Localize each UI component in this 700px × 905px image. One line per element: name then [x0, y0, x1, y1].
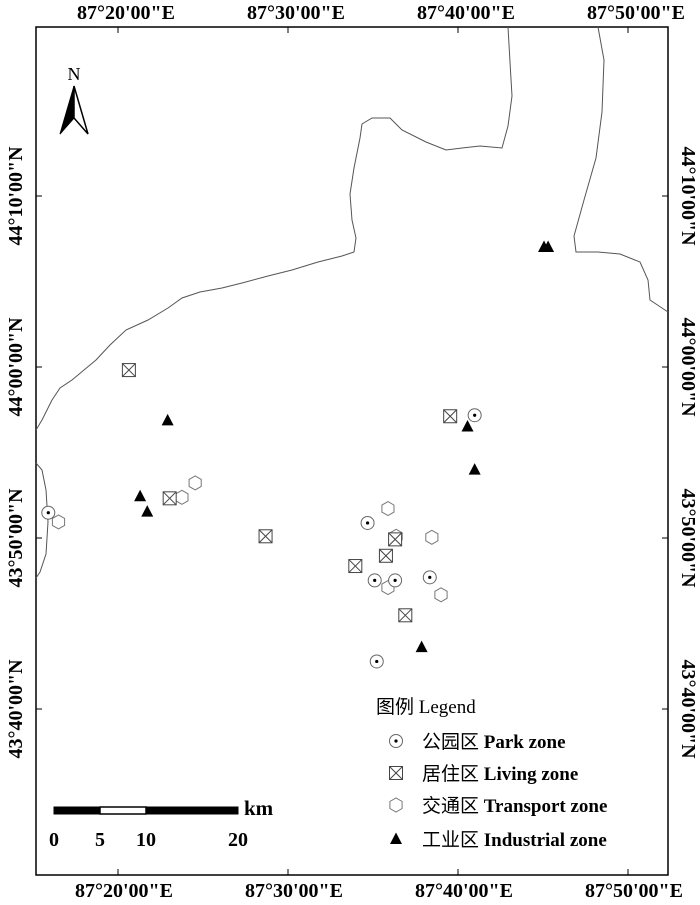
lon-label-top: 87°40'00"E [417, 2, 515, 24]
north-arrow-label: N [68, 64, 81, 84]
lon-label-top: 87°20'00"E [77, 2, 175, 24]
transport-zone-site [51, 514, 66, 530]
industrial-zone-site [161, 413, 174, 426]
boundary-line-east [573, 26, 669, 313]
park-zone-site [367, 573, 382, 588]
scale-bar-segment [53, 806, 101, 815]
industrial-zone-site [141, 505, 154, 517]
legend: 图例 Legend 公园区 Park zone 居住区 Living zone … [376, 696, 607, 851]
park-zone-site [360, 515, 375, 530]
scale-tick-label: 0 [49, 829, 59, 851]
top-longitude-labels: 87°20'00"E 87°30'00"E 87°40'00"E 87°50'0… [77, 2, 685, 24]
park-zone-site [41, 505, 56, 520]
lat-label-left: 43°50'00"N [5, 488, 27, 588]
transport-zone-site [425, 529, 439, 545]
park-zone-site [467, 408, 482, 423]
scale-unit: km [244, 796, 274, 820]
right-latitude-labels: 44°10'00"N 44°00'00"N 43°50'00"N 43°40'0… [677, 146, 699, 759]
legend-item-living: 居住区 Living zone [422, 763, 578, 785]
industrial-zone-site [415, 640, 428, 653]
transport-zone-site [188, 475, 202, 491]
living-zone-site [398, 608, 413, 623]
legend-item-park: 公园区 Park zone [422, 732, 566, 753]
legend-title: 图例 Legend [376, 696, 476, 718]
boundary-line-west [35, 462, 49, 579]
lat-label-left: 43°40'00"N [5, 659, 27, 759]
industrial-zone-site [468, 463, 481, 475]
scale-tick-label: 5 [95, 829, 105, 851]
legend-park-icon [389, 734, 403, 748]
lat-label-right: 43°40'00"N [677, 659, 699, 759]
legend-industrial-icon [390, 832, 402, 844]
industrial-zone-site [134, 489, 147, 502]
legend-transport-icon [389, 797, 403, 813]
transport-zone-site [175, 489, 189, 505]
scale-bar: km 0 5 10 20 [49, 796, 274, 851]
sites-layer [41, 240, 555, 669]
park-zone-site [369, 654, 384, 669]
lon-label-bottom: 87°20'00"E [75, 880, 173, 902]
transport-zone-site [381, 501, 395, 517]
lon-label-bottom: 87°30'00"E [245, 880, 343, 902]
transport-zone-site [434, 587, 448, 603]
legend-item-industrial: 工业区 Industrial zone [422, 829, 607, 851]
industrial-zone-site [461, 420, 474, 432]
boundary-line [35, 26, 513, 431]
living-zone-site [348, 559, 363, 574]
lat-label-right: 44°00'00"N [677, 317, 699, 417]
living-zone-site [258, 529, 273, 544]
lon-label-bottom: 87°50'00"E [585, 880, 683, 902]
scale-tick-label: 20 [228, 829, 248, 851]
living-zone-site [388, 532, 403, 547]
legend-symbols [389, 734, 403, 844]
bottom-longitude-labels: 87°20'00"E 87°30'00"E 87°40'00"E 87°50'0… [75, 880, 683, 902]
left-latitude-labels: 44°10'00"N 44°00'00"N 43°50'00"N 43°40'0… [5, 146, 27, 759]
lon-label-top: 87°50'00"E [587, 2, 685, 24]
industrial-zone-site [542, 240, 555, 252]
park-zone-site [422, 570, 437, 585]
living-zone-site [443, 409, 458, 424]
map-frame [35, 26, 669, 876]
lon-label-bottom: 87°40'00"E [415, 880, 513, 902]
lat-label-left: 44°00'00"N [5, 317, 27, 417]
north-arrow: N [59, 64, 89, 135]
scale-bar-segment [99, 806, 147, 815]
living-zone-site [378, 548, 393, 563]
legend-living-icon [389, 766, 403, 780]
legend-item-transport: 交通区 Transport zone [422, 795, 607, 817]
coordinate-ticks [36, 27, 668, 875]
scale-bar-segment [145, 806, 239, 815]
living-zone-site [162, 491, 177, 506]
living-zone-site [121, 363, 136, 378]
park-zone-site [388, 573, 403, 588]
lat-label-left: 44°10'00"N [5, 146, 27, 246]
lat-label-right: 44°10'00"N [677, 146, 699, 246]
scale-tick-label: 10 [136, 829, 156, 851]
lat-label-right: 43°50'00"N [677, 488, 699, 588]
north-arrow-icon-half [73, 85, 89, 135]
lon-label-top: 87°30'00"E [247, 2, 345, 24]
